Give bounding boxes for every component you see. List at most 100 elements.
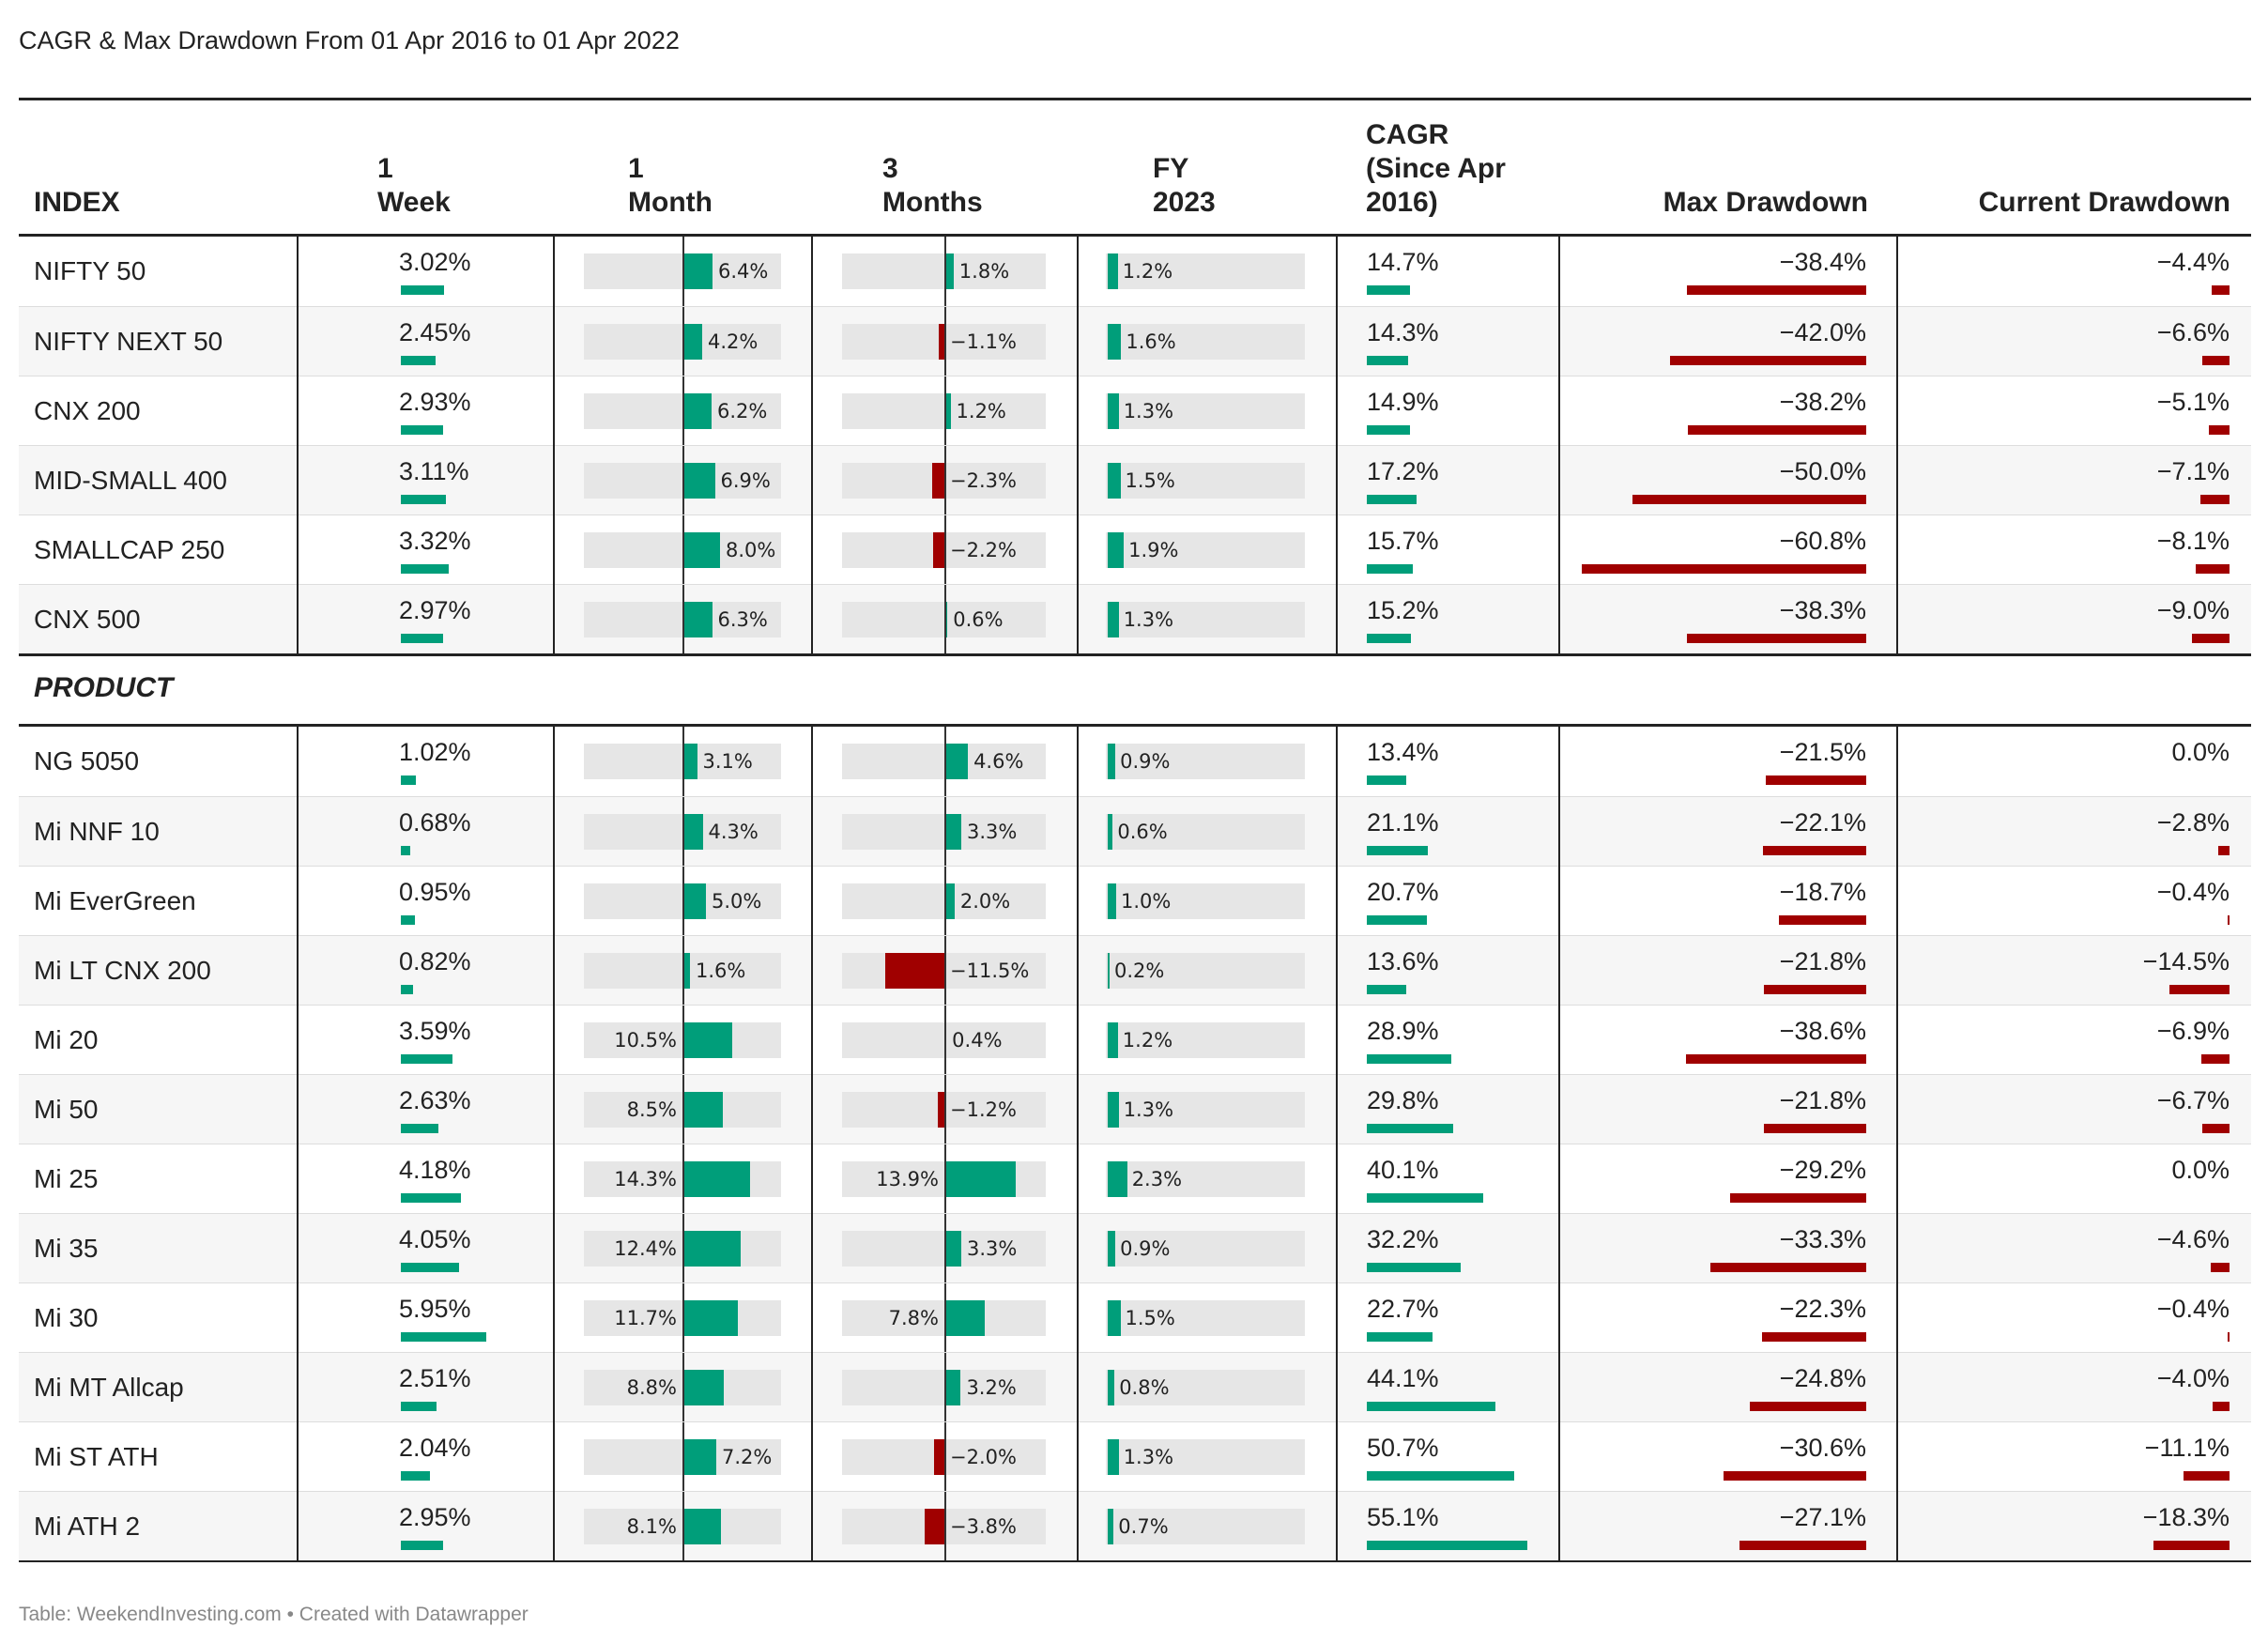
column-separator bbox=[811, 727, 813, 1560]
fy-label: 1.5% bbox=[1125, 1307, 1175, 1329]
row-name: SMALLCAP 250 bbox=[34, 535, 225, 564]
fy-label: 0.6% bbox=[1117, 821, 1168, 843]
three-month-axis bbox=[944, 1214, 946, 1283]
fy-label: 1.3% bbox=[1123, 400, 1174, 422]
fy-track bbox=[1106, 1439, 1305, 1475]
current-drawdown-bar bbox=[2192, 634, 2230, 643]
three-month-bar bbox=[939, 324, 944, 360]
fy-label: 1.2% bbox=[1122, 1029, 1173, 1052]
max-drawdown-bar bbox=[1632, 495, 1866, 504]
current-drawdown-value: −9.0% bbox=[2156, 596, 2230, 624]
cagr-value: 44.1% bbox=[1367, 1364, 1439, 1392]
cagr-bar bbox=[1367, 1332, 1433, 1342]
month-bar bbox=[682, 1300, 738, 1336]
fy-track bbox=[1106, 1231, 1305, 1267]
column-separator bbox=[1558, 727, 1560, 1560]
fy-bar bbox=[1108, 253, 1118, 289]
month-label: 8.1% bbox=[626, 1515, 677, 1538]
row-name: Mi LT CNX 200 bbox=[34, 956, 211, 985]
cagr-bar bbox=[1367, 425, 1411, 435]
max-drawdown-bar bbox=[1729, 1193, 1866, 1203]
three-month-bar bbox=[944, 393, 951, 429]
three-month-label: −1.1% bbox=[950, 330, 1017, 353]
three-month-track bbox=[842, 1300, 1046, 1336]
current-drawdown-value: −0.4% bbox=[2156, 1295, 2230, 1323]
fy-label: 0.7% bbox=[1118, 1515, 1169, 1538]
footer-credit: Table: WeekendInvesting.com • Created wi… bbox=[19, 1604, 529, 1625]
three-month-bar bbox=[944, 253, 954, 289]
month-axis bbox=[682, 1492, 684, 1561]
column-separator bbox=[553, 727, 555, 1560]
cagr-value: 22.7% bbox=[1367, 1295, 1439, 1323]
month-bar bbox=[682, 1370, 724, 1405]
table-row: Mi 30 5.95% 11.7% 7.8% 1.5% 22.7% −22.3% −0.4% bbox=[19, 1282, 2251, 1353]
three-month-bar bbox=[932, 463, 944, 499]
cagr-bar bbox=[1367, 1402, 1495, 1411]
table-row: Mi 50 2.63% 8.5% −1.2% 1.3% 29.8% −21.8% −6.7% bbox=[19, 1074, 2251, 1144]
three-month-label: −1.2% bbox=[950, 1098, 1017, 1121]
section-label: PRODUCT bbox=[34, 672, 174, 703]
header-cagr: CAGR (Since Apr 2016) bbox=[1366, 101, 1535, 237]
row-name: NIFTY NEXT 50 bbox=[34, 327, 223, 356]
header-1week-label: 1 Week bbox=[377, 153, 451, 218]
current-drawdown-bar bbox=[2208, 425, 2230, 435]
month-axis bbox=[682, 1006, 684, 1075]
current-drawdown-value: −11.1% bbox=[2144, 1434, 2230, 1462]
row-name: Mi MT Allcap bbox=[34, 1373, 184, 1402]
cagr-bar bbox=[1367, 1541, 1527, 1550]
current-drawdown-value: −6.6% bbox=[2156, 318, 2230, 346]
week-value: 2.45% bbox=[399, 318, 471, 346]
header-current-drawdown-label: Current Drawdown bbox=[1978, 187, 2230, 218]
row-name: NIFTY 50 bbox=[34, 256, 146, 285]
three-month-label: 1.8% bbox=[958, 260, 1010, 283]
week-value: 2.04% bbox=[399, 1434, 471, 1462]
three-month-label: −11.5% bbox=[950, 960, 1030, 982]
table-row: NG 5050 1.02% 3.1% 4.6% 0.9% 13.4% −21.5% 0.0% bbox=[19, 727, 2251, 796]
table-row: Mi MT Allcap 2.51% 8.8% 3.2% 0.8% 44.1% −24.8%… bbox=[19, 1352, 2251, 1422]
month-bar bbox=[682, 1509, 721, 1544]
max-drawdown-bar bbox=[1761, 1332, 1866, 1342]
fy-bar bbox=[1108, 463, 1121, 499]
three-month-track bbox=[842, 253, 1046, 289]
three-month-axis bbox=[944, 307, 946, 376]
row-name: Mi NNF 10 bbox=[34, 817, 160, 846]
week-bar bbox=[401, 495, 446, 504]
three-month-label: 13.9% bbox=[876, 1168, 939, 1190]
three-month-bar bbox=[938, 1092, 944, 1128]
column-separator bbox=[297, 727, 299, 1560]
week-value: 2.63% bbox=[399, 1086, 471, 1114]
month-bar bbox=[682, 393, 712, 429]
three-month-track bbox=[842, 883, 1046, 919]
month-bar bbox=[682, 1022, 732, 1058]
column-separator bbox=[811, 237, 813, 653]
three-month-label: 0.6% bbox=[953, 608, 1004, 631]
week-value: 3.11% bbox=[399, 457, 469, 485]
max-drawdown-bar bbox=[1764, 1124, 1866, 1133]
cagr-value: 28.9% bbox=[1367, 1017, 1439, 1045]
bottom-rule bbox=[19, 1560, 2251, 1562]
table-row: Mi ST ATH 2.04% 7.2% −2.0% 1.3% 50.7% −30.6% −1… bbox=[19, 1421, 2251, 1492]
three-month-axis bbox=[944, 1353, 946, 1422]
current-drawdown-bar bbox=[2210, 1263, 2230, 1272]
fy-bar bbox=[1108, 1022, 1118, 1058]
cagr-value: 20.7% bbox=[1367, 878, 1439, 906]
three-month-bar bbox=[885, 953, 944, 989]
max-drawdown-value: −38.4% bbox=[1779, 248, 1866, 276]
fy-track bbox=[1106, 1161, 1305, 1197]
cagr-bar bbox=[1367, 495, 1418, 504]
table-row: Mi 35 4.05% 12.4% 3.3% 0.9% 32.2% −33.3% −4.6% bbox=[19, 1213, 2251, 1283]
month-bar bbox=[682, 463, 715, 499]
cagr-value: 55.1% bbox=[1367, 1503, 1439, 1531]
fy-track bbox=[1106, 883, 1305, 919]
row-name: CNX 500 bbox=[34, 605, 141, 634]
cagr-bar bbox=[1367, 1471, 1515, 1481]
fy-bar bbox=[1108, 814, 1113, 850]
column-separator bbox=[1077, 237, 1079, 653]
max-drawdown-value: −50.0% bbox=[1779, 457, 1866, 485]
three-month-axis bbox=[944, 936, 946, 1006]
month-label: 14.3% bbox=[614, 1168, 677, 1190]
fy-bar bbox=[1108, 1300, 1121, 1336]
cagr-bar bbox=[1367, 775, 1406, 785]
row-name: Mi 25 bbox=[34, 1164, 99, 1193]
cagr-value: 15.2% bbox=[1367, 596, 1439, 624]
